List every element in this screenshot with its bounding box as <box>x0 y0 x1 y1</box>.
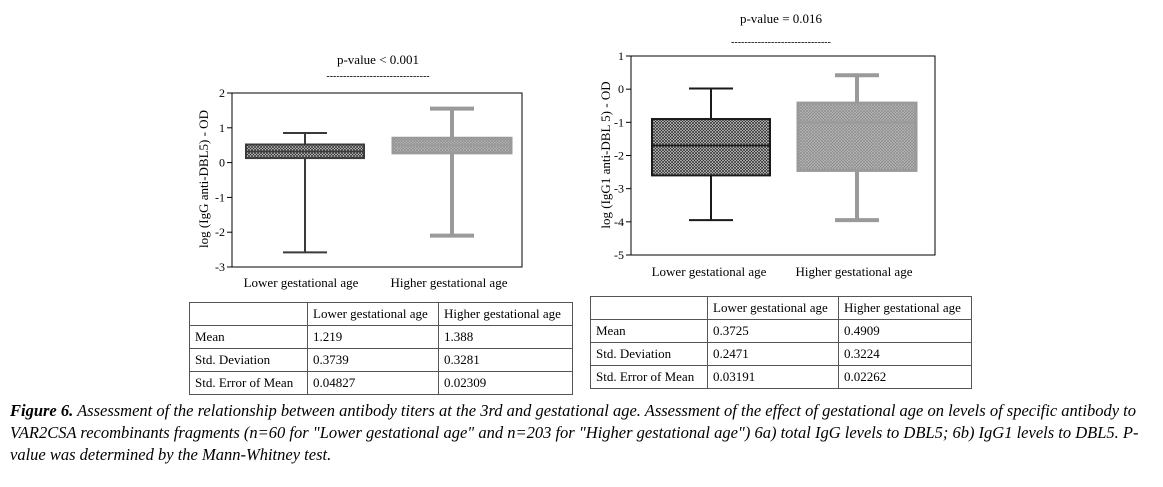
plot-frame <box>231 92 523 268</box>
table-cell: 0.3224 <box>838 342 972 366</box>
y-tick-label: -4 <box>614 215 624 229</box>
figure-label: Figure 6. <box>10 401 74 420</box>
table-cell: 0.04827 <box>307 371 439 395</box>
y-tick-label: -2 <box>614 149 624 163</box>
table-header-row: Lower gestational age Higher gestational… <box>590 296 972 320</box>
y-tick-label: 0 <box>219 156 225 170</box>
chart-a: p-value < 0.001 ------------------------… <box>196 52 523 290</box>
chart-b-plot <box>630 55 936 256</box>
chart-a-xtick-lower: Lower gestational age <box>244 275 359 290</box>
table-row: Mean 0.3725 0.4909 <box>590 319 972 343</box>
table-cell: 0.3739 <box>307 348 439 372</box>
table-cell: Mean <box>189 325 308 349</box>
table-header-cell: Higher gestational age <box>438 302 573 326</box>
plot-frame <box>630 55 936 256</box>
table-row: Std. Error of Mean 0.04827 0.02309 <box>189 371 573 395</box>
y-tick-label: -1 <box>215 190 225 204</box>
chart-b-title-underline: ------------------------------ <box>731 37 831 48</box>
chart-a-title: p-value < 0.001 <box>337 52 419 67</box>
y-tick-label: 1 <box>219 121 225 135</box>
box-iqr <box>796 101 918 172</box>
chart-b-ylabel: log (IgG1 anti-DBL 5) - OD <box>598 81 613 228</box>
table-cell: Std. Error of Mean <box>189 371 308 395</box>
y-tick-label: -3 <box>614 182 624 196</box>
table-cell: Std. Error of Mean <box>590 365 708 389</box>
chart-a-xtick-higher: Higher gestational age <box>391 275 508 290</box>
figure-caption-text: Assessment of the relationship between a… <box>10 401 1139 464</box>
table-cell: 0.02262 <box>838 365 972 389</box>
y-tick-label: -2 <box>215 225 225 239</box>
table-cell: 0.03191 <box>707 365 839 389</box>
stats-table-b: Lower gestational age Higher gestational… <box>590 296 972 389</box>
table-row: Std. Deviation 0.3739 0.3281 <box>189 348 573 372</box>
table-cell: Mean <box>590 319 708 343</box>
table-cell: 0.3725 <box>707 319 839 343</box>
figure-caption: Figure 6. Assessment of the relationship… <box>10 400 1160 466</box>
chart-b-xtick-lower: Lower gestational age <box>652 264 767 279</box>
table-cell: 0.2471 <box>707 342 839 366</box>
table-cell: 0.4909 <box>838 319 972 343</box>
table-cell: Std. Deviation <box>189 348 308 372</box>
y-tick-label: -1 <box>614 115 624 129</box>
y-tick-label: 2 <box>219 86 225 100</box>
chart-b: p-value = 0.016 ------------------------… <box>598 11 936 279</box>
chart-a-plot <box>231 92 523 268</box>
table-row: Std. Error of Mean 0.03191 0.02262 <box>590 365 972 389</box>
chart-b-xtick-higher: Higher gestational age <box>796 264 913 279</box>
table-cell: 0.02309 <box>438 371 573 395</box>
chart-b-ticks: -5 -4 -3 -2 -1 0 1 <box>614 49 631 262</box>
table-cell: 1.388 <box>438 325 573 349</box>
y-tick-label: -5 <box>614 248 624 262</box>
chart-a-ylabel: log (IgG anti-DBL5) - OD <box>196 110 211 248</box>
box-iqr <box>651 118 771 177</box>
table-header-cell <box>590 296 708 320</box>
y-tick-label: -3 <box>215 260 225 274</box>
table-header-cell <box>189 302 308 326</box>
table-cell: Std. Deviation <box>590 342 708 366</box>
chart-a-title-underline: ------------------------------- <box>326 71 429 82</box>
stats-table-a: Lower gestational age Higher gestational… <box>189 302 573 395</box>
y-tick-label: 0 <box>618 82 624 96</box>
chart-b-title: p-value = 0.016 <box>740 11 823 26</box>
table-cell: 1.219 <box>307 325 439 349</box>
figure-canvas: p-value < 0.001 ------------------------… <box>196 11 936 290</box>
chart-a-ticks: -3 -2 -1 0 1 2 <box>215 86 232 274</box>
table-header-row: Lower gestational age Higher gestational… <box>189 302 573 326</box>
table-cell: 0.3281 <box>438 348 573 372</box>
table-header-cell: Lower gestational age <box>707 296 839 320</box>
table-header-cell: Lower gestational age <box>307 302 439 326</box>
table-row: Mean 1.219 1.388 <box>189 325 573 349</box>
y-tick-label: 1 <box>618 49 624 63</box>
table-header-cell: Higher gestational age <box>838 296 972 320</box>
table-row: Std. Deviation 0.2471 0.3224 <box>590 342 972 366</box>
